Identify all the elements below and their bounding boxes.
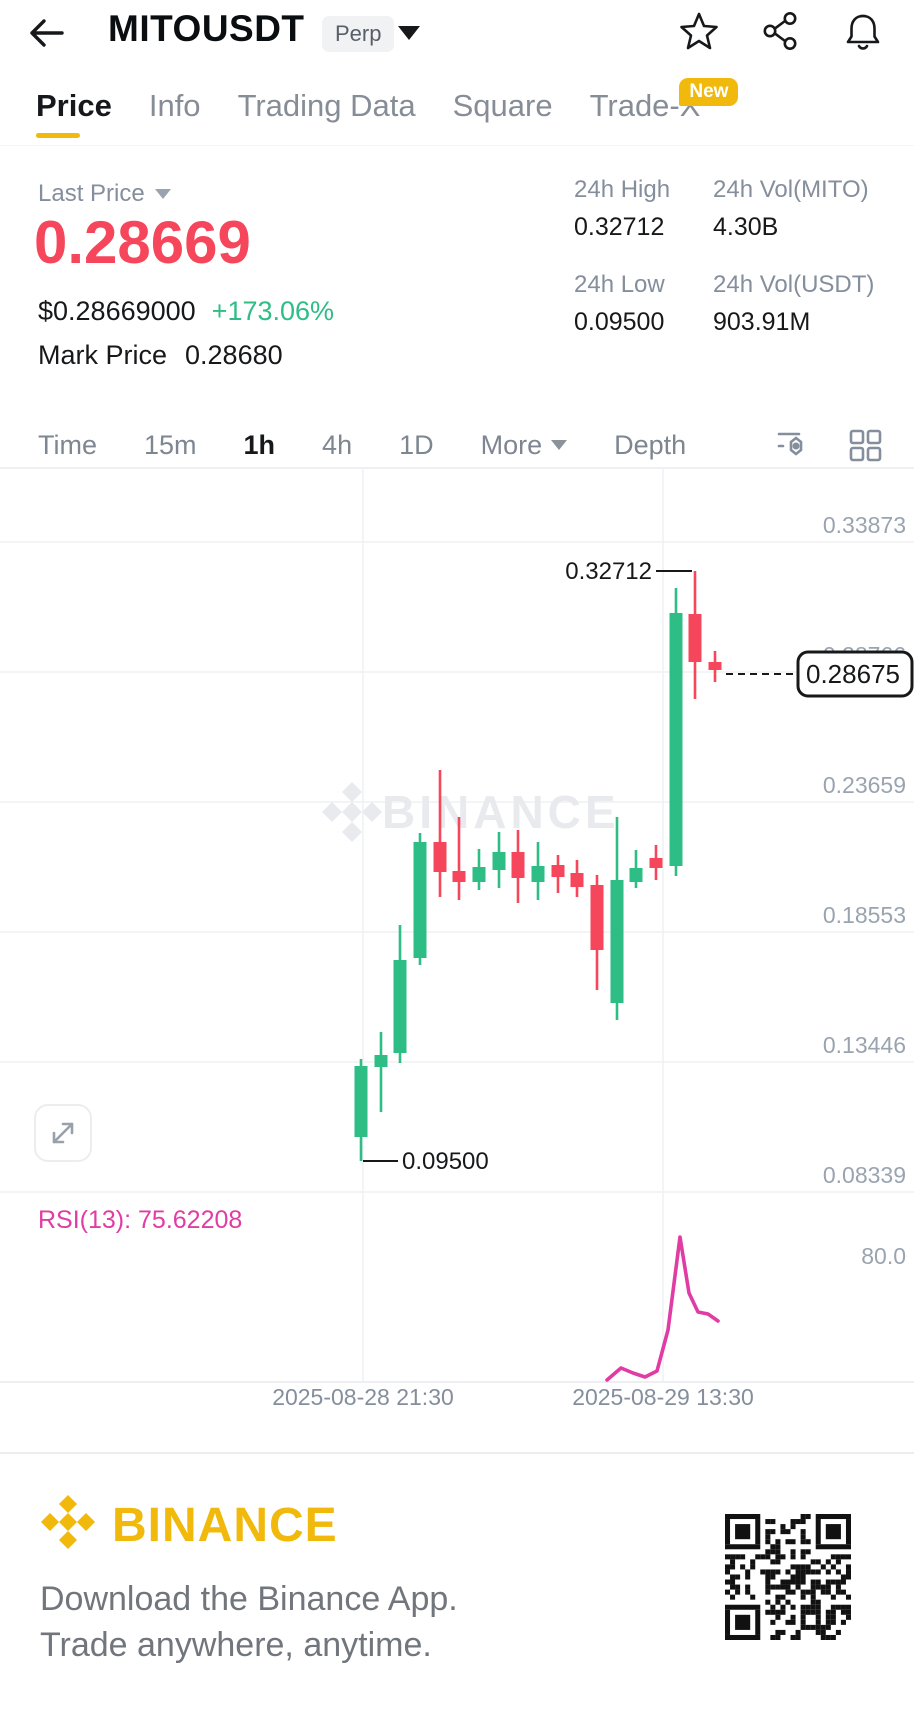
price-sub-row: $0.28669000 +173.06% xyxy=(38,296,334,327)
share-button[interactable] xyxy=(760,10,802,52)
x-axis-label: 2025-08-28 21:30 xyxy=(272,1384,454,1410)
stat-value-24h-low: 0.09500 xyxy=(574,308,665,336)
stat-label-24h-vol-mito-: 24h Vol(MITO) xyxy=(713,176,869,203)
last-price-value: 0.28669 xyxy=(34,209,251,276)
share-icon xyxy=(763,12,797,50)
interval-toolbar: Time 15m 1h 4h 1D More Depth xyxy=(38,422,884,468)
watermark-logo-icon xyxy=(322,782,382,842)
interval-1d[interactable]: 1D xyxy=(399,429,434,460)
y-axis-label: 0.33873 xyxy=(823,512,906,538)
mark-price-label: Mark Price xyxy=(38,340,168,370)
candle xyxy=(649,858,663,868)
last-price-caret-icon xyxy=(154,189,171,199)
symbol-dropdown-caret-icon[interactable] xyxy=(398,26,420,40)
candle xyxy=(570,873,584,887)
symbol-title: MITOUSDT xyxy=(108,8,305,49)
footer-tagline-2: Trade anywhere, anytime. xyxy=(40,1626,432,1664)
usd-value: $0.28669000 xyxy=(38,296,196,326)
candle xyxy=(708,662,722,670)
perp-badge: Perp xyxy=(322,16,395,52)
stats-panel: 24h High 0.32712 24h Low 0.09500 24h Vol(MIT… xyxy=(574,176,874,366)
interval-time[interactable]: Time xyxy=(38,429,97,460)
mark-price-value: 0.28680 xyxy=(185,340,283,370)
new-badge: New xyxy=(679,78,739,106)
binance-logo-icon xyxy=(41,1495,95,1549)
interval-more[interactable]: More xyxy=(481,430,568,461)
stat-value-24h-vol-usdt-: 903.91M xyxy=(713,308,811,336)
x-axis-label: 2025-08-29 13:30 xyxy=(572,1384,754,1410)
rsi-readout: RSI(13): 75.62208 xyxy=(38,1206,242,1234)
layout-grid-icon[interactable] xyxy=(846,426,884,464)
high-annotation: 0.32712 xyxy=(565,558,652,585)
candle xyxy=(354,1066,368,1137)
candle xyxy=(629,868,643,882)
expand-icon xyxy=(52,1122,74,1144)
stat-label-24h-high: 24h High xyxy=(574,176,671,203)
y-axis-label: 0.18553 xyxy=(823,902,906,928)
bell-icon xyxy=(846,14,880,50)
back-arrow-icon xyxy=(30,19,64,47)
more-caret-icon xyxy=(551,440,568,450)
stat-value-24h-vol-mito-: 4.30B xyxy=(713,213,779,241)
candle xyxy=(669,613,683,866)
notifications-button[interactable] xyxy=(842,10,884,52)
rsi-axis-label: 80.0 xyxy=(861,1243,906,1269)
favorite-button[interactable] xyxy=(678,10,720,52)
last-price-selector[interactable]: Last Price xyxy=(38,180,171,208)
rsi-line xyxy=(605,1235,720,1382)
low-annotation: 0.09500 xyxy=(402,1148,489,1175)
stat-label-24h-vol-usdt-: 24h Vol(USDT) xyxy=(713,271,875,298)
candle xyxy=(551,865,565,877)
interval-15m[interactable]: 15m xyxy=(144,429,197,460)
interval-4h[interactable]: 4h xyxy=(322,429,353,460)
tab-price[interactable]: Price xyxy=(36,84,112,145)
stat-value-24h-high: 0.32712 xyxy=(574,213,665,241)
tab-trading-data[interactable]: Trading Data xyxy=(237,88,416,123)
candle xyxy=(492,852,506,870)
tab-bar: Price Info Trading Data Square Trade-X New xyxy=(0,78,914,146)
indicator-settings-icon[interactable] xyxy=(774,426,812,464)
interval-depth[interactable]: Depth xyxy=(614,429,687,460)
tab-trade-x[interactable]: Trade-X New xyxy=(590,78,739,145)
last-price-tag xyxy=(796,650,914,698)
candle xyxy=(590,885,604,950)
footer-tagline-1: Download the Binance App. xyxy=(40,1580,458,1618)
candle xyxy=(511,852,525,878)
mark-price-row: Mark Price 0.28680 xyxy=(38,340,283,371)
candle xyxy=(688,614,702,662)
candle xyxy=(531,866,545,882)
footer-divider xyxy=(0,1452,914,1454)
stat-label-24h-low: 24h Low xyxy=(574,271,665,298)
candle xyxy=(433,842,447,872)
header-actions xyxy=(678,10,884,52)
candle xyxy=(472,867,486,882)
candle xyxy=(374,1055,388,1067)
qr-code xyxy=(725,1514,851,1640)
interval-1h[interactable]: 1h xyxy=(243,429,276,460)
change-percent: +173.06% xyxy=(211,296,335,326)
watermark-text: BINANCE xyxy=(382,786,620,838)
tab-square[interactable]: Square xyxy=(452,88,553,123)
back-button[interactable] xyxy=(24,10,68,56)
y-axis-label: 0.08339 xyxy=(823,1162,906,1188)
y-axis-label: 0.13446 xyxy=(823,1032,906,1058)
candle xyxy=(610,880,624,1003)
binance-brand-text: BINANCE xyxy=(112,1499,338,1552)
last-price-tag-value: 0.28675 xyxy=(806,659,900,689)
candle xyxy=(413,842,427,958)
candle xyxy=(452,871,466,882)
last-price-label: Last Price xyxy=(38,180,145,207)
y-axis-label: 0.23659 xyxy=(823,772,906,798)
expand-chart-button[interactable] xyxy=(34,1104,92,1162)
star-icon xyxy=(680,12,718,50)
candle xyxy=(393,960,407,1053)
tab-info[interactable]: Info xyxy=(148,88,201,123)
